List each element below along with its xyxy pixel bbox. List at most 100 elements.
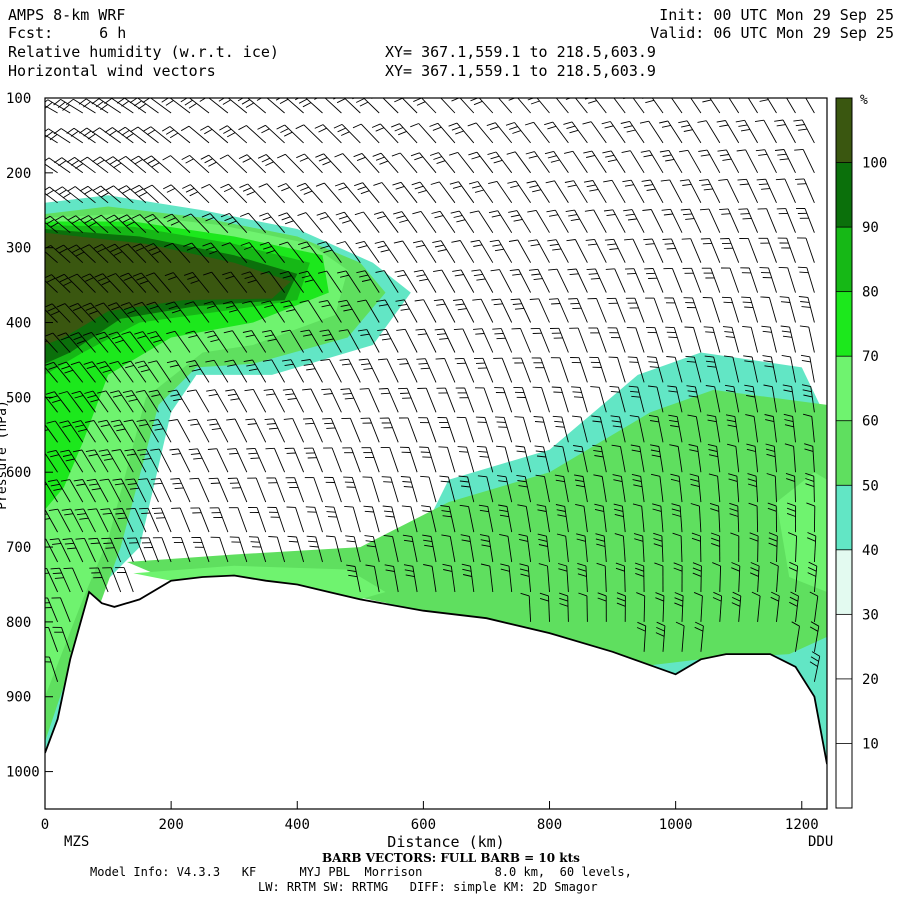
wind-barb xyxy=(532,386,550,413)
barb-staff xyxy=(633,268,645,293)
barb-flag xyxy=(264,304,274,308)
barb-staff xyxy=(463,358,475,383)
barb-flag xyxy=(250,541,260,543)
wind-barb xyxy=(73,479,96,503)
barb-staff xyxy=(88,215,109,234)
wind-barb xyxy=(747,98,758,114)
barb-flag xyxy=(467,122,477,127)
barb-flag xyxy=(797,183,807,185)
barb-staff xyxy=(98,98,121,114)
colorbar-frame xyxy=(835,97,853,809)
wind-barb xyxy=(507,180,531,204)
barb-flag xyxy=(496,421,506,423)
wind-barb xyxy=(537,533,550,563)
barb-flag xyxy=(143,155,152,161)
barb-flag xyxy=(357,186,367,191)
barb-flag xyxy=(29,129,36,135)
barb-staff xyxy=(675,386,683,413)
barb-flag xyxy=(68,244,77,250)
wind-barb xyxy=(745,414,759,443)
barb-staff xyxy=(462,328,475,353)
barb-flag xyxy=(47,307,56,312)
barb-flag xyxy=(601,121,611,125)
barb-flag xyxy=(719,124,729,128)
wind-barb xyxy=(122,390,147,413)
barb-flag xyxy=(299,157,309,162)
barb-flag xyxy=(302,102,312,108)
barb-flag xyxy=(750,567,759,572)
barb-staff xyxy=(268,271,285,293)
barb-flag xyxy=(680,208,690,211)
barb-flag xyxy=(432,240,442,244)
wind-barb xyxy=(391,123,418,144)
wind-barb xyxy=(322,417,342,443)
wind-barb xyxy=(420,475,437,503)
barb-flag xyxy=(338,186,348,191)
wind-barb xyxy=(533,416,550,443)
barb-flag xyxy=(765,419,775,423)
wind-barb xyxy=(224,359,248,383)
wind-barb xyxy=(685,355,702,383)
barb-flag xyxy=(123,306,133,311)
barb-staff xyxy=(363,211,380,233)
barb-flag xyxy=(686,360,696,363)
barb-flag xyxy=(169,448,179,451)
barb-flag xyxy=(227,448,237,450)
barb-flag xyxy=(86,478,96,482)
barb-flag xyxy=(220,183,229,189)
barb-flag xyxy=(337,127,346,133)
barb-flag xyxy=(186,389,196,392)
wind-barb xyxy=(661,208,683,233)
wind-barb xyxy=(574,474,588,503)
wind-barb xyxy=(89,567,109,593)
barb-flag xyxy=(128,398,138,402)
barb-flag xyxy=(491,298,501,301)
wind-barb xyxy=(393,240,418,263)
barb-flag xyxy=(62,104,70,111)
barb-staff xyxy=(482,358,494,383)
wind-barb xyxy=(601,121,626,144)
barb-flag xyxy=(163,213,173,219)
barb-staff xyxy=(807,297,815,323)
barb-flag xyxy=(655,592,665,597)
barb-flag xyxy=(643,238,653,241)
barb-flag xyxy=(70,160,79,166)
barb-flag xyxy=(756,178,766,181)
wind-barb xyxy=(577,562,588,593)
barb-staff xyxy=(137,126,159,144)
barb-staff xyxy=(86,127,109,144)
barb-staff xyxy=(567,595,569,622)
barb-flag xyxy=(780,301,791,303)
barb-flag xyxy=(111,335,121,340)
barb-flag xyxy=(597,592,607,597)
barb-staff xyxy=(786,238,796,263)
barb-flag xyxy=(97,247,106,253)
barb-flag xyxy=(453,328,463,331)
barb-staff xyxy=(51,303,71,323)
wind-barb xyxy=(278,212,304,233)
wind-barb xyxy=(528,268,550,293)
barb-staff xyxy=(347,329,361,353)
wind-barb xyxy=(739,237,759,263)
wind-barb xyxy=(373,211,399,233)
barb-staff xyxy=(45,424,58,443)
barb-staff xyxy=(67,420,84,443)
barb-staff xyxy=(543,446,550,473)
wind-barb xyxy=(282,388,305,413)
wind-barb xyxy=(474,387,494,413)
barb-flag xyxy=(742,217,752,220)
wind-barb xyxy=(222,300,248,323)
wind-barb xyxy=(402,534,418,563)
wind-barb xyxy=(401,505,418,533)
barb-flag xyxy=(56,303,66,308)
barb-flag xyxy=(122,217,132,223)
barb-staff xyxy=(802,149,815,173)
wind-barb xyxy=(247,477,267,503)
y-tick-label: 100 xyxy=(6,91,31,107)
barb-flag xyxy=(433,269,442,273)
wind-barb xyxy=(679,149,702,174)
barb-staff xyxy=(87,185,109,204)
barb-flag xyxy=(237,98,244,102)
barb-flag xyxy=(105,547,115,549)
wind-barb xyxy=(758,237,777,263)
